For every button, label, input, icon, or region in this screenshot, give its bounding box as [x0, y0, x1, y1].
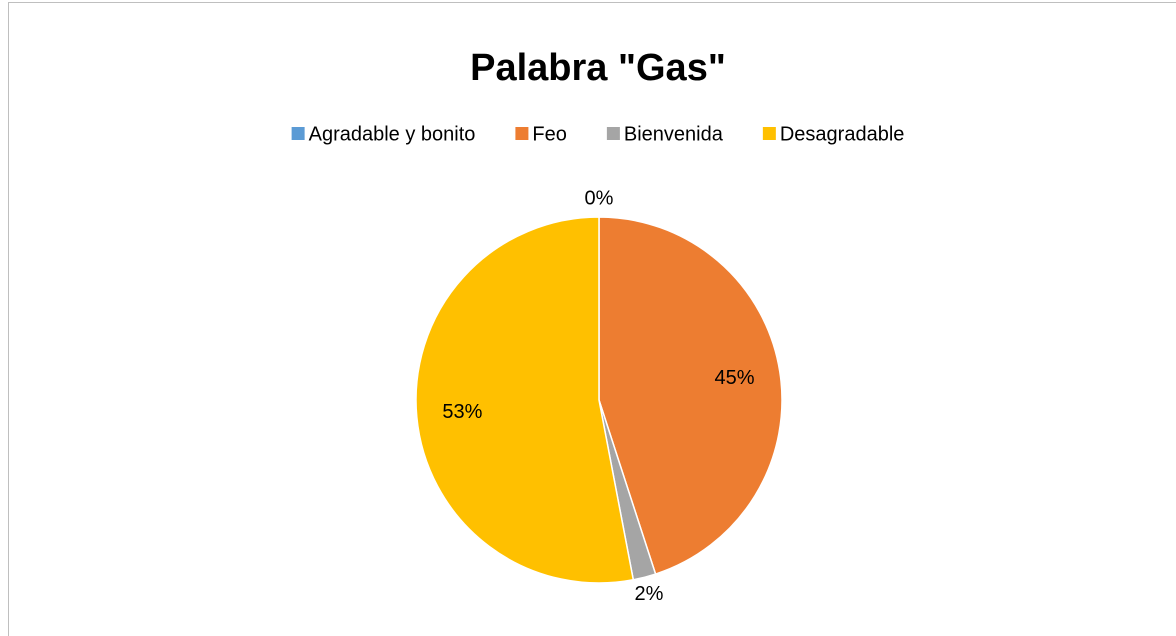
legend-swatch: [515, 127, 529, 140]
legend-label: Bienvenida: [624, 123, 724, 145]
pie-slice: [415, 216, 635, 584]
chart-title: Palabra "Gas": [470, 47, 726, 89]
data-label: 2%: [635, 583, 664, 605]
legend-swatch: [762, 127, 776, 140]
legend-swatch: [606, 127, 620, 140]
pie-slice: [598, 216, 783, 575]
legend-swatch: [291, 127, 305, 140]
data-label: 53%: [442, 401, 482, 423]
legend-label: Desagradable: [780, 123, 905, 145]
data-label: 45%: [715, 367, 755, 389]
data-label: 0%: [585, 187, 614, 209]
legend: Agradable y bonito Feo Bienvenida Desagrada…: [291, 123, 905, 145]
legend-label: Feo: [532, 123, 566, 145]
legend-label: Agradable y bonito: [309, 123, 476, 145]
